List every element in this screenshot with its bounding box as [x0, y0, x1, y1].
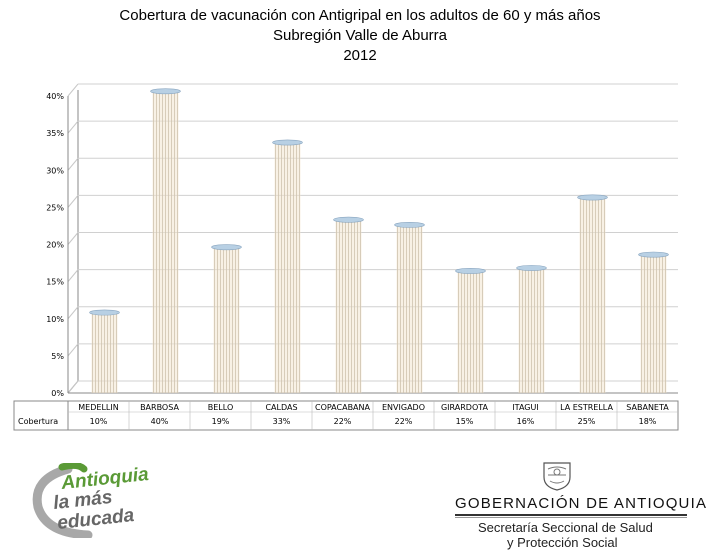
category-label: BARBOSA: [140, 403, 179, 412]
y-tick-label: 35%: [46, 129, 64, 138]
bar-envigado: [394, 222, 425, 393]
data-label: 15%: [456, 417, 474, 426]
category-label: ITAGUI: [512, 403, 538, 412]
category-label: ENVIGADO: [382, 403, 425, 412]
category-label: LA ESTRELLA: [560, 403, 613, 412]
data-label: 18%: [639, 417, 657, 426]
y-tick-label: 15%: [46, 278, 64, 287]
gridline-diag: [67, 83, 79, 97]
title-line-3: 2012: [343, 47, 377, 64]
bar-girardota: [455, 268, 486, 393]
bar-caldas: [272, 139, 303, 393]
antioquia-educada-logo: Antioquia la más educada: [32, 463, 150, 538]
gridline-diag: [67, 120, 79, 134]
category-label: SABANETA: [626, 403, 669, 412]
bar-bello: [211, 244, 242, 393]
bar-barbosa: [150, 88, 181, 393]
gridline-diag: [67, 380, 79, 394]
data-label: 10%: [90, 417, 108, 426]
footer-rule-thin: [455, 517, 687, 518]
y-tick-label: 25%: [46, 203, 64, 212]
data-label: 40%: [151, 417, 169, 426]
title-line-1: Cobertura de vacunación con Antigripal e…: [119, 7, 601, 24]
data-label: 22%: [395, 417, 413, 426]
category-label: GIRARDOTA: [441, 403, 489, 412]
y-tick-label: 5%: [51, 352, 64, 361]
category-label: MEDELLIN: [78, 403, 118, 412]
bar-sabaneta: [638, 251, 669, 393]
bar-la-estrella: [577, 194, 608, 393]
footer: Antioquia la más educada GOBERNACIÓN DE …: [0, 455, 720, 550]
y-tick-label: 0%: [51, 389, 64, 398]
y-tick-label: 40%: [46, 92, 64, 101]
gridline-diag: [67, 306, 79, 320]
data-label: 33%: [273, 417, 291, 426]
gobernacion-label: GOBERNACIÓN DE ANTIOQUIA: [455, 495, 708, 512]
secretaria-label-2: y Protección Social: [507, 535, 618, 550]
secretaria-label-1: Secretaría Seccional de Salud: [478, 520, 653, 535]
category-label: BELLO: [208, 403, 233, 412]
category-label: CALDAS: [265, 403, 297, 412]
gridline-diag: [67, 343, 79, 357]
title-line-2: Subregión Valle de Aburra: [272, 27, 447, 44]
gridline-diag: [67, 269, 79, 282]
y-tick-label: 10%: [46, 315, 64, 324]
table-row-label: Cobertura: [18, 417, 58, 426]
data-label: 22%: [334, 417, 352, 426]
data-table-border: [13, 400, 679, 431]
bar-chart: 0% 5% 10% 15% 20% 25% 30% 35% 40% Cobertura MEDELL…: [13, 83, 679, 431]
bar-copacabana: [333, 216, 364, 393]
bar-itagui: [516, 265, 547, 393]
y-tick-label: 20%: [46, 241, 64, 250]
data-label: 19%: [212, 417, 230, 426]
bar-medellin: [89, 309, 120, 393]
gridline-diag: [67, 232, 79, 245]
footer-rule: [455, 514, 687, 516]
data-label: 25%: [578, 417, 596, 426]
gridline-diag: [67, 157, 79, 171]
gridline-diag: [67, 195, 79, 208]
data-label: 16%: [517, 417, 535, 426]
category-label: COPACABANA: [315, 403, 371, 412]
y-tick-label: 30%: [46, 166, 64, 175]
plot-back-wall: [67, 90, 79, 394]
coat-of-arms-icon: [543, 462, 571, 491]
chart-title: Cobertura de vacunación con Antigripal e…: [0, 6, 720, 66]
